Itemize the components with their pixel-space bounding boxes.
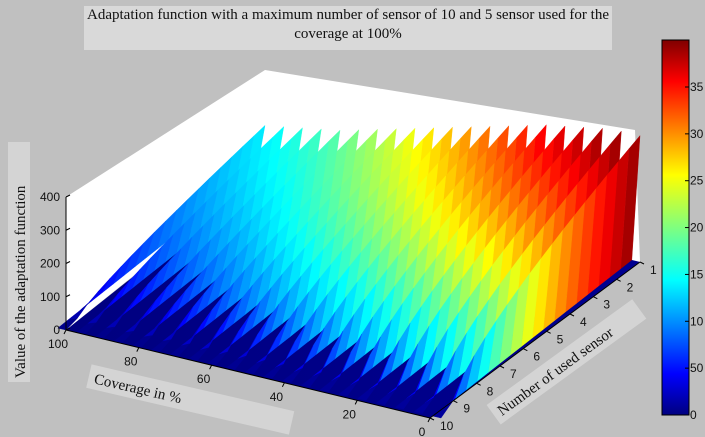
x-tick-label: 0	[419, 425, 426, 437]
back-wall-left	[66, 70, 265, 330]
surface-ridge-face	[338, 380, 359, 397]
y-tick-mark	[569, 313, 575, 317]
colorbar-tick-label: 10	[690, 314, 704, 328]
x-tick-mark	[209, 364, 213, 370]
y-tick-mark	[593, 296, 598, 300]
y-tick-label: 8	[487, 384, 494, 398]
surface-ridge-face	[357, 384, 378, 401]
surface-ridge-face	[244, 359, 266, 375]
z-tick-label: 100	[40, 290, 60, 304]
y-tick-mark	[499, 365, 505, 369]
y-tick-label: 9	[463, 402, 470, 416]
x-tick-label: 60	[197, 372, 211, 386]
colorbar-tick-label: 50	[690, 361, 704, 375]
y-tick-mark	[616, 278, 621, 282]
y-tick-label: 2	[627, 280, 634, 294]
chart-title-text: Adaptation function with a maximum numbe…	[87, 7, 609, 42]
z-axis-label: Value of the adaptation function	[13, 185, 29, 378]
z-tick-mark	[65, 327, 71, 331]
surface-ridge-face	[376, 389, 396, 406]
surface-ridge-face	[282, 368, 303, 384]
y-tick-label: 6	[533, 350, 540, 364]
z-tick-mark	[65, 294, 71, 298]
surface-ridge-face	[263, 363, 284, 379]
chart-title: Adaptation function with a maximum numbe…	[84, 6, 612, 50]
y-ticks: 1 2 3 4 5 6 7 8 9 10	[429, 261, 657, 433]
surface-ridge-face	[319, 376, 340, 392]
z-tick-label: 300	[40, 223, 60, 237]
zlabel-bg	[8, 142, 30, 382]
x-tick-label: 100	[48, 337, 68, 351]
colorbar	[661, 39, 690, 416]
surface-ridge-face	[132, 335, 153, 348]
x-tick-label: 40	[270, 390, 284, 404]
surface-ridge-face	[301, 372, 321, 388]
y-tick-label: 1	[650, 263, 657, 277]
z-tick-mark	[65, 261, 71, 264]
x-tick-mark	[354, 400, 358, 405]
z-ticks: 0 100 200 300 400	[40, 190, 71, 337]
x-ticks: 100 80 60 40 20 0	[48, 329, 431, 437]
surface-ridge-face	[188, 347, 209, 362]
x-axis-line	[65, 329, 431, 419]
surface-ridges	[57, 124, 641, 419]
surface-ridge-face	[207, 351, 228, 366]
y-tick-label: 4	[580, 315, 587, 329]
x-tick-mark	[281, 382, 285, 388]
colorbar-tick-label: 15	[690, 267, 704, 281]
colorbar-tick-label: 20	[690, 221, 704, 235]
x-tick-label: 80	[124, 355, 138, 369]
colorbar-tick-label: 35	[690, 80, 704, 94]
z-tick-mark	[65, 227, 71, 231]
surface-ridge-face	[413, 397, 434, 414]
surface-ridge-face	[226, 355, 247, 370]
surface-ridge-face	[169, 343, 191, 357]
y-tick-label: 3	[603, 298, 610, 312]
y-tick-mark	[453, 400, 458, 404]
z-tick-label: 0	[53, 323, 60, 337]
y-axis-line	[429, 261, 641, 419]
colorbar-tick-label: 25	[690, 174, 704, 188]
y-tick-mark	[546, 330, 551, 334]
y-tick-mark	[429, 417, 435, 421]
x-tick-label: 20	[343, 407, 357, 421]
y-tick-mark	[476, 382, 481, 386]
y-tick-label: 7	[510, 367, 517, 381]
z-tick-label: 400	[40, 190, 60, 204]
colorbar-tick-label: 30	[690, 127, 704, 141]
colorbar-tick-label: 0	[690, 408, 697, 422]
colorbar-ticks: 0 50 10 15 20 25 30 35	[685, 80, 704, 422]
surface-ridge-face	[394, 393, 415, 410]
z-tick-mark	[65, 194, 71, 198]
x-tick-mark	[136, 347, 140, 352]
x-tick-mark	[427, 417, 431, 423]
xlabel-bg	[86, 364, 295, 435]
surface-ridge-face	[151, 339, 172, 353]
x-tick-mark	[63, 329, 67, 335]
y-tick-label: 5	[557, 332, 564, 346]
z-tick-label: 200	[40, 257, 60, 271]
ylabel-bg	[486, 299, 647, 425]
y-tick-mark	[639, 261, 645, 265]
y-tick-mark	[523, 348, 528, 352]
y-tick-label: 10	[440, 419, 454, 433]
